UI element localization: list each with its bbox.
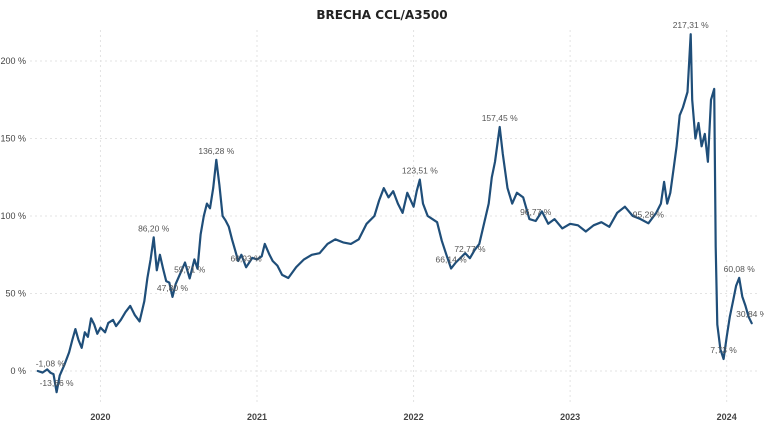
data-label: -1,08 % bbox=[36, 359, 66, 369]
data-label: 30,84 % bbox=[736, 309, 764, 319]
x-tick-label: 2023 bbox=[560, 412, 580, 422]
data-label: 47,80 % bbox=[157, 283, 189, 293]
data-label: 157,45 % bbox=[482, 113, 518, 123]
data-label: 86,20 % bbox=[138, 223, 170, 233]
y-tick-label: 150 % bbox=[0, 134, 26, 144]
data-label: 96,77 % bbox=[520, 207, 552, 217]
data-label: 59,71 % bbox=[174, 264, 206, 274]
axis-layer: 0 % 50 % 100 % 150 % 200 % 2020 2021 2022 2023 20… bbox=[0, 56, 736, 422]
data-label: 95,28 % bbox=[633, 209, 665, 219]
data-label: 66,93 % bbox=[230, 253, 262, 263]
x-tick-label: 2021 bbox=[247, 412, 267, 422]
x-tick-label: 2022 bbox=[404, 412, 424, 422]
data-label: 72,77 % bbox=[454, 244, 486, 254]
data-label: -13,66 % bbox=[40, 378, 74, 388]
y-tick-label: 0 % bbox=[10, 366, 26, 376]
series-layer bbox=[36, 33, 753, 394]
annotation-layer: -1,08 % -13,66 % 86,20 % 47,80 % 59,71 % 136,… bbox=[36, 20, 764, 388]
x-tick-label: 2020 bbox=[90, 412, 110, 422]
data-label: 136,28 % bbox=[198, 146, 234, 156]
series-line bbox=[36, 33, 753, 394]
data-label: 123,51 % bbox=[402, 166, 438, 176]
data-label: 66,14 % bbox=[436, 254, 468, 264]
y-tick-label: 200 % bbox=[0, 56, 26, 66]
y-tick-label: 100 % bbox=[0, 211, 26, 221]
data-label: 60,08 % bbox=[724, 264, 756, 274]
x-tick-label: 2024 bbox=[717, 412, 737, 422]
data-label: 7,73 % bbox=[710, 345, 737, 355]
chart-title: BRECHA CCL/A3500 bbox=[316, 8, 448, 22]
y-tick-label: 50 % bbox=[5, 289, 26, 299]
data-label: 217,31 % bbox=[673, 20, 709, 30]
